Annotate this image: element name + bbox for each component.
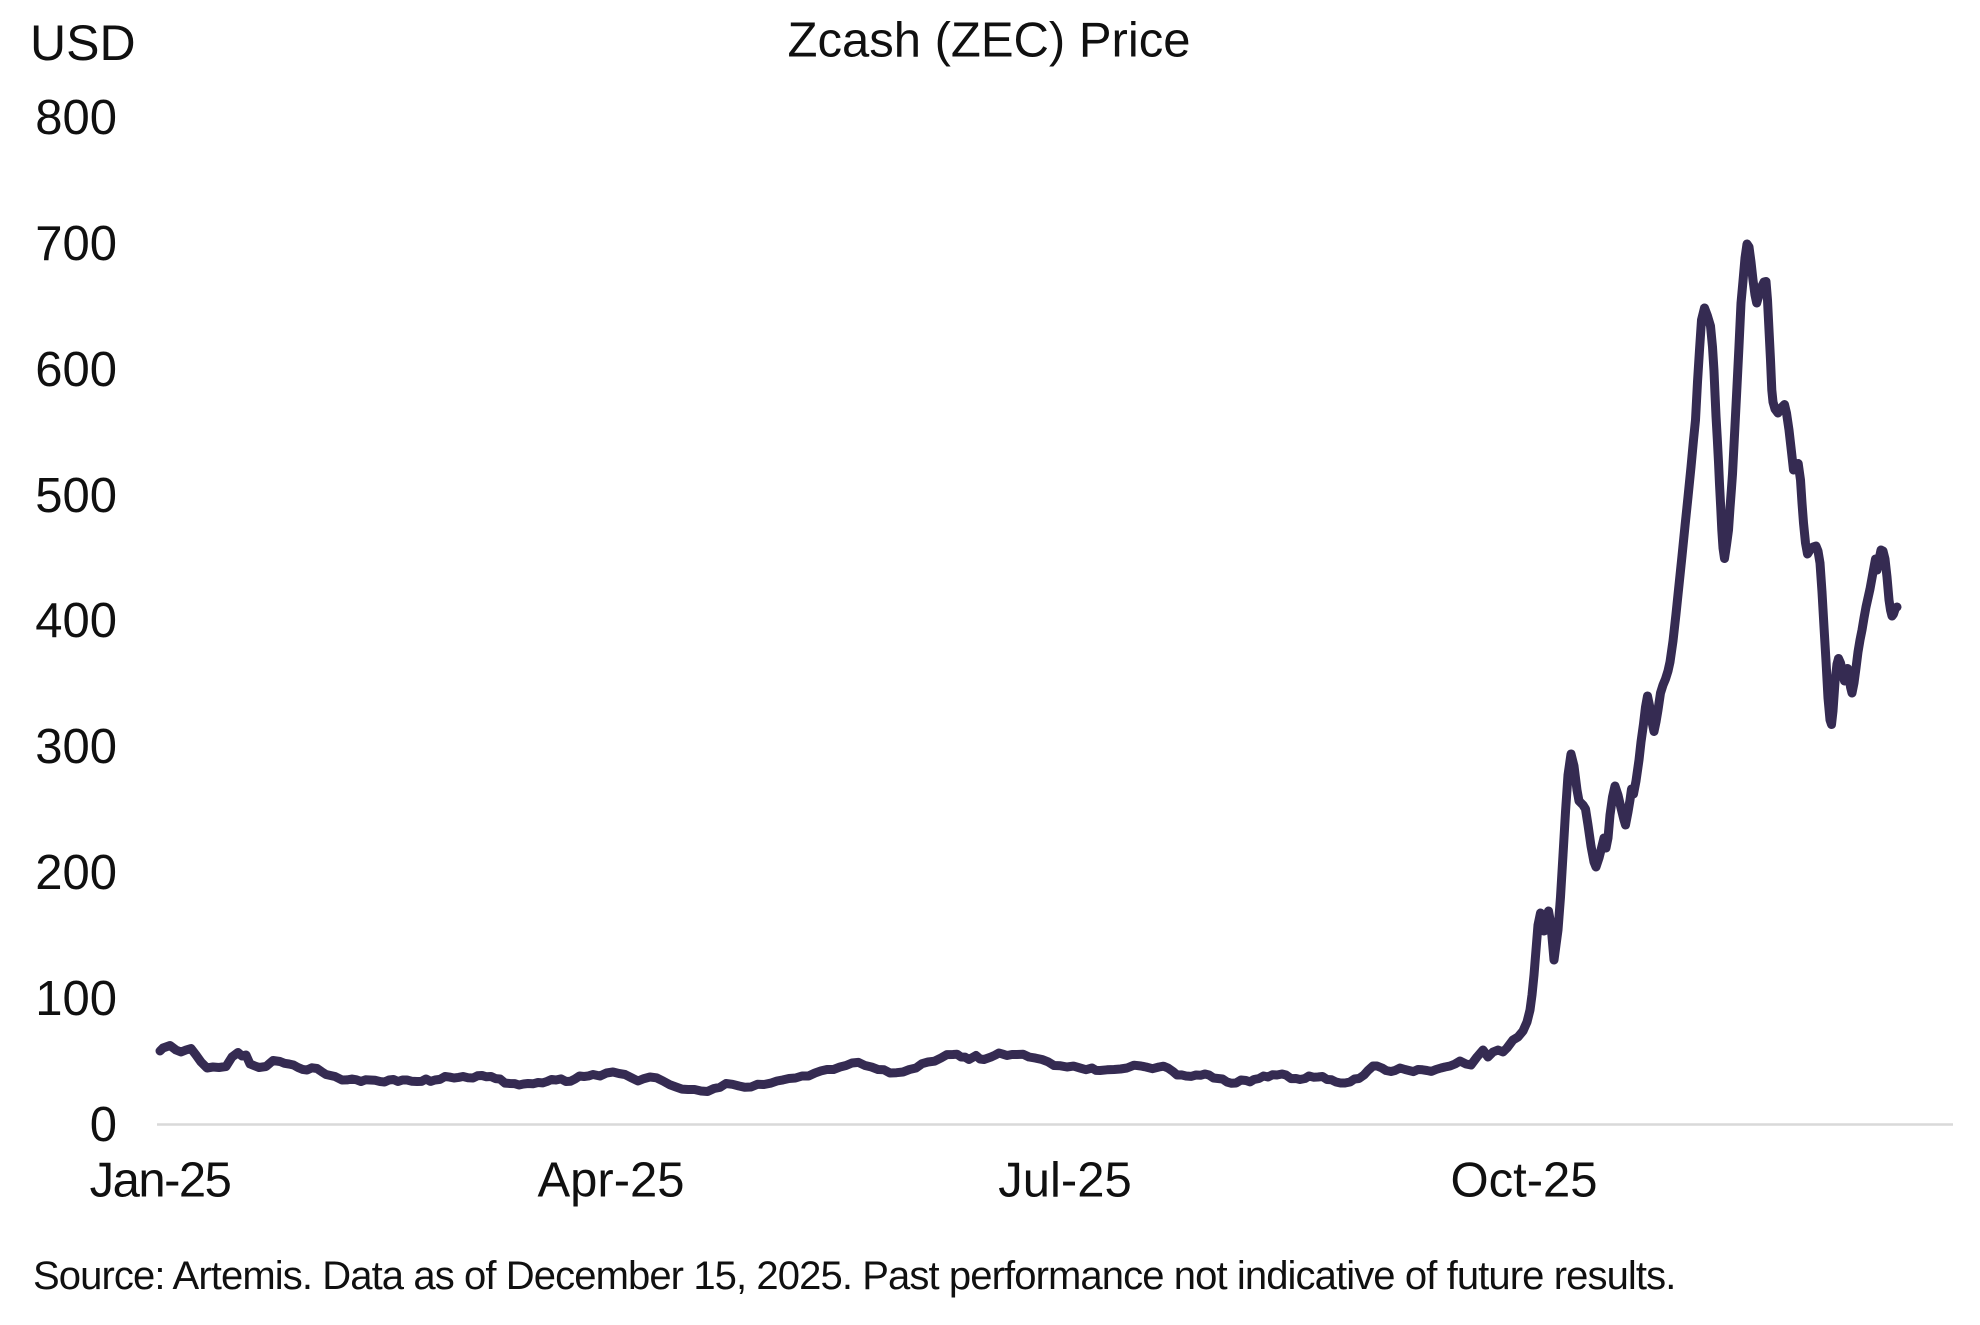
svg-text:500: 500 <box>35 469 117 523</box>
svg-text:700: 700 <box>35 217 117 271</box>
svg-text:300: 300 <box>35 720 117 774</box>
svg-text:400: 400 <box>35 594 117 648</box>
svg-text:Source: Artemis. Data as of De: Source: Artemis. Data as of December 15,… <box>33 1254 1675 1298</box>
svg-text:200: 200 <box>35 846 117 900</box>
svg-text:Apr-25: Apr-25 <box>537 1154 684 1208</box>
svg-text:Oct-25: Oct-25 <box>1450 1154 1597 1208</box>
svg-text:600: 600 <box>35 343 117 397</box>
svg-text:800: 800 <box>35 91 117 145</box>
svg-text:USD: USD <box>30 15 136 71</box>
svg-text:0: 0 <box>90 1098 117 1152</box>
svg-text:Jul-25: Jul-25 <box>998 1154 1131 1208</box>
svg-text:100: 100 <box>35 972 117 1026</box>
svg-text:Zcash (ZEC) Price: Zcash (ZEC) Price <box>788 14 1191 68</box>
svg-text:Jan-25: Jan-25 <box>90 1154 231 1208</box>
